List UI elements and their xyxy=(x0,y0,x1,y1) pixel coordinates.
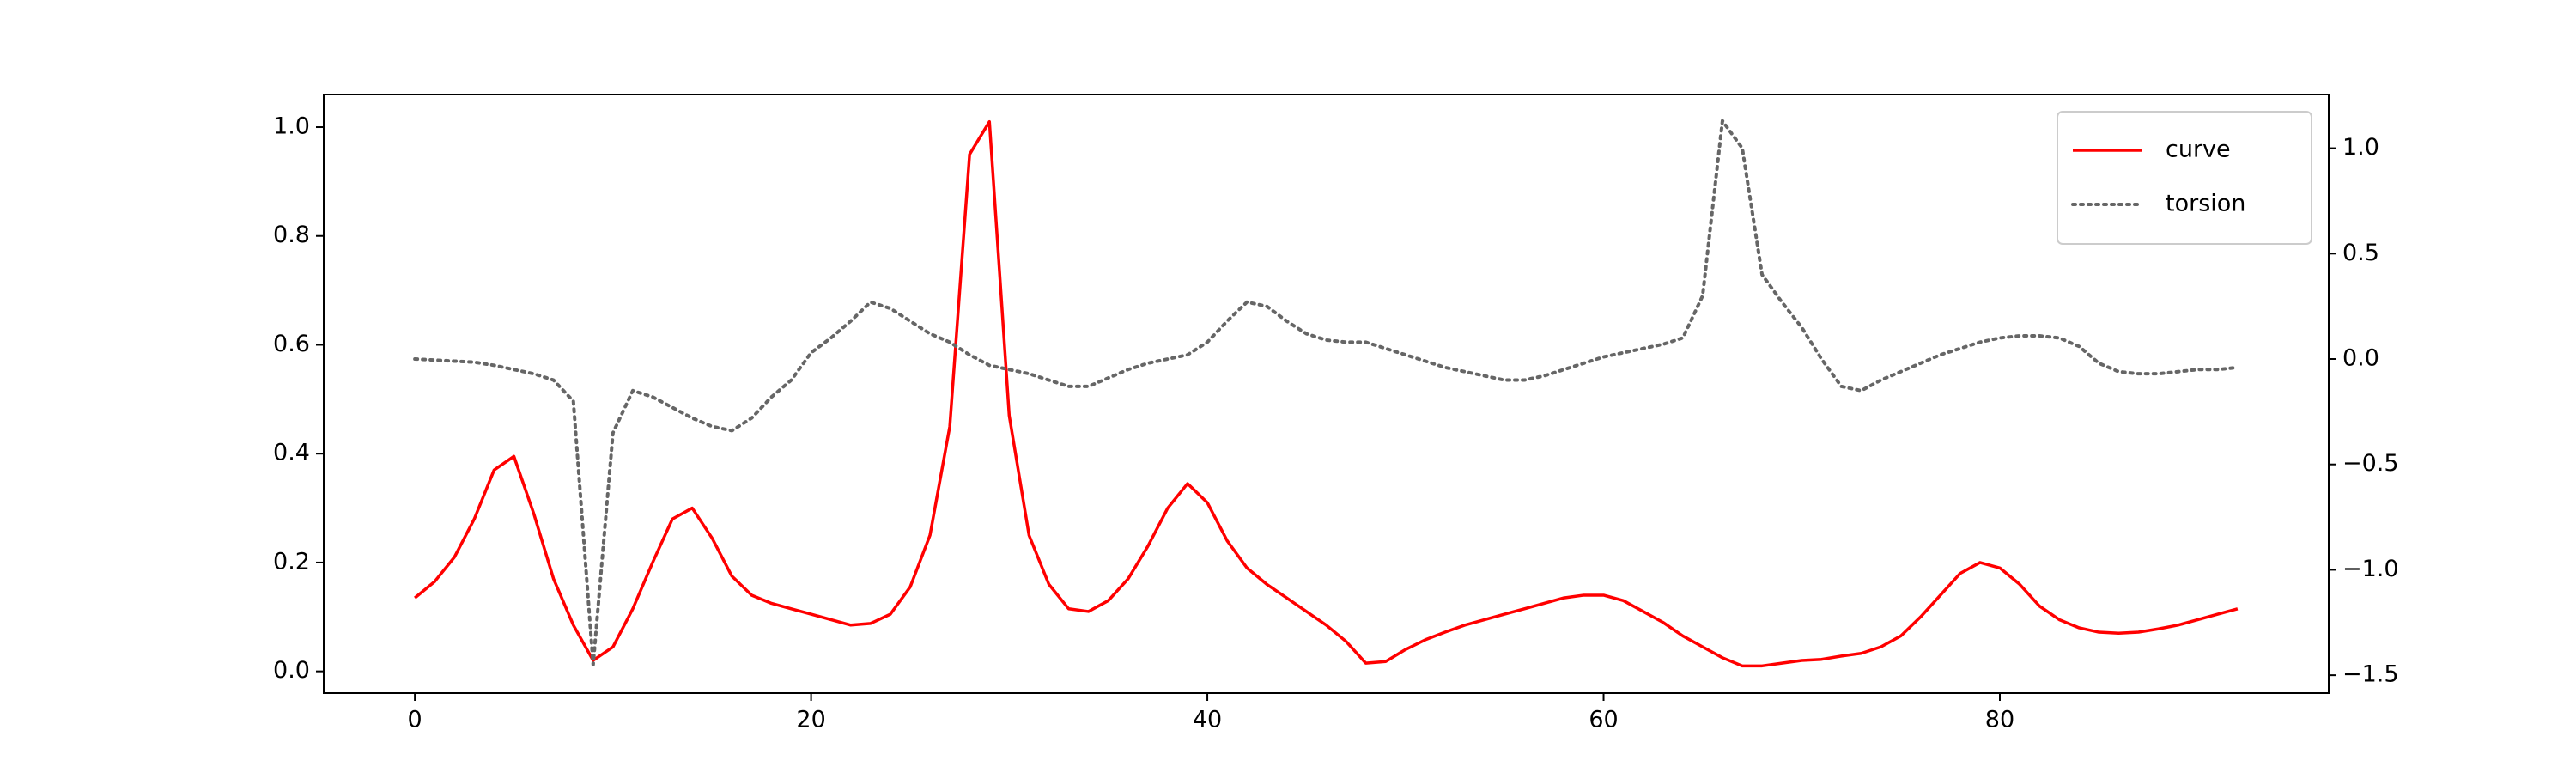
y2-tick-label: 0.5 xyxy=(2342,240,2379,266)
line-series xyxy=(414,119,2239,668)
y-tick-label: 0.0 xyxy=(273,657,310,684)
y2-tick-label: −0.5 xyxy=(2342,450,2399,477)
legend-label: curve xyxy=(2166,137,2231,163)
y-tick-label: 0.2 xyxy=(273,548,310,575)
y2-tick-label: −1.0 xyxy=(2342,556,2399,582)
y2-tick-label: 0.0 xyxy=(2342,345,2379,372)
axes-frame xyxy=(323,94,2330,694)
x-tick-label: 20 xyxy=(796,707,825,733)
y2-tick-label: −1.5 xyxy=(2342,661,2399,688)
y-tick-label: 0.4 xyxy=(273,440,310,466)
legend-label: torsion xyxy=(2166,191,2245,217)
x-tick-label: 80 xyxy=(1985,707,2014,733)
y2-tick-label: 1.0 xyxy=(2342,134,2379,161)
y-tick-label: 1.0 xyxy=(273,113,310,140)
legend-box xyxy=(2057,111,2312,245)
x-tick-label: 0 xyxy=(408,707,422,733)
line-series xyxy=(413,119,2239,666)
x-tick-label: 60 xyxy=(1589,707,1618,733)
y-tick-label: 0.6 xyxy=(273,331,310,357)
x-tick-label: 40 xyxy=(1193,707,1222,733)
y-tick-label: 0.8 xyxy=(273,222,310,248)
